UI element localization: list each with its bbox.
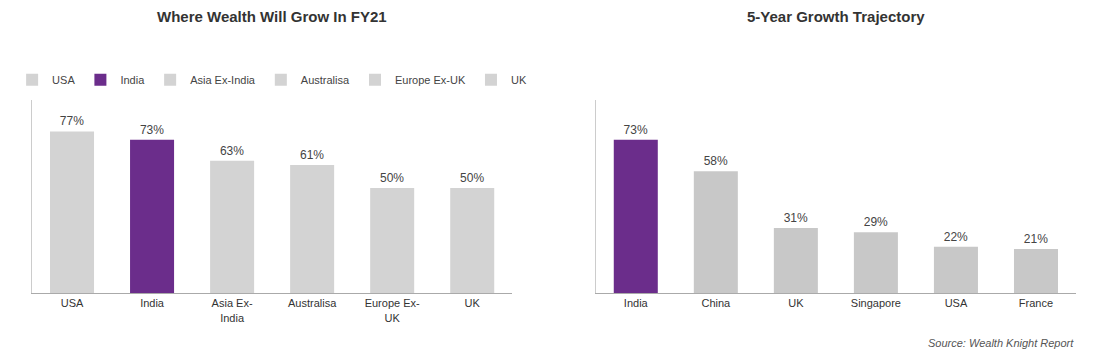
- svg-text:China: China: [701, 297, 731, 309]
- svg-text:UK: UK: [511, 74, 527, 86]
- svg-text:63%: 63%: [220, 144, 244, 158]
- svg-text:Where Wealth Will Grow In FY21: Where Wealth Will Grow In FY21: [157, 8, 387, 25]
- svg-text:UK: UK: [788, 297, 804, 309]
- svg-text:India: India: [140, 297, 165, 309]
- svg-text:50%: 50%: [380, 171, 404, 185]
- svg-text:Europe Ex-UK: Europe Ex-UK: [365, 297, 420, 323]
- svg-text:Singapore: Singapore: [851, 297, 901, 309]
- svg-text:21%: 21%: [1024, 232, 1048, 246]
- svg-text:77%: 77%: [60, 114, 84, 128]
- svg-text:50%: 50%: [460, 171, 484, 185]
- svg-text:Source: Wealth Knight Report: Source: Wealth Knight Report: [928, 337, 1074, 349]
- svg-text:Asia Ex-India: Asia Ex-India: [212, 297, 253, 323]
- svg-text:61%: 61%: [300, 148, 324, 162]
- svg-text:India: India: [120, 74, 145, 86]
- svg-text:58%: 58%: [704, 154, 728, 168]
- svg-text:29%: 29%: [864, 215, 888, 229]
- svg-text:22%: 22%: [944, 230, 968, 244]
- svg-text:UK: UK: [465, 297, 481, 309]
- svg-text:France: France: [1019, 297, 1053, 309]
- svg-text:Australisa: Australisa: [288, 297, 337, 309]
- svg-text:USA: USA: [61, 297, 84, 309]
- svg-text:India: India: [624, 297, 649, 309]
- svg-text:Europe Ex-UK: Europe Ex-UK: [395, 74, 466, 86]
- svg-text:73%: 73%: [624, 123, 648, 137]
- svg-text:Australisa: Australisa: [301, 74, 350, 86]
- svg-text:USA: USA: [945, 297, 968, 309]
- svg-text:Asia Ex-India: Asia Ex-India: [190, 74, 256, 86]
- svg-text:31%: 31%: [784, 211, 808, 225]
- svg-text:5-Year Growth Trajectory: 5-Year Growth Trajectory: [747, 8, 925, 25]
- svg-text:73%: 73%: [140, 123, 164, 137]
- svg-text:USA: USA: [52, 74, 75, 86]
